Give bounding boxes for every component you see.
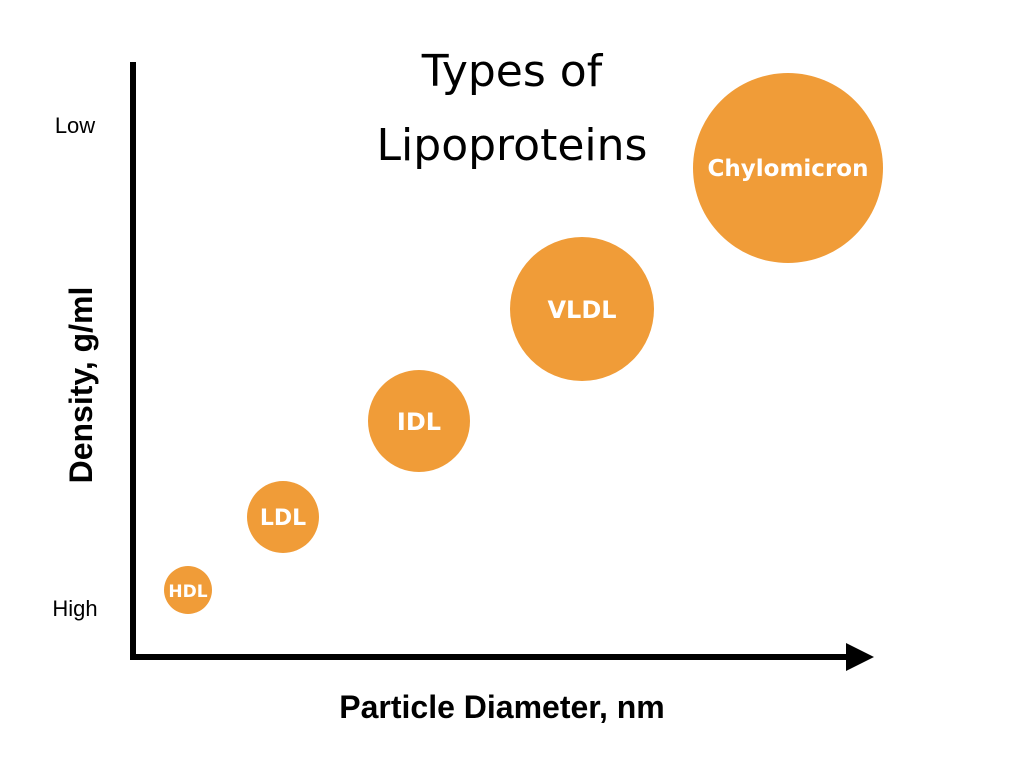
y-axis-high-label: High: [52, 596, 97, 621]
title-line-2: Lipoproteins: [377, 120, 648, 171]
bubble-ldl-circle: [247, 481, 319, 553]
y-axis-low-label: Low: [55, 113, 95, 138]
bubble-vldl-circle: [510, 237, 654, 381]
bubble-idl-circle: [368, 370, 470, 472]
bubble-ldl: LDL: [247, 481, 319, 553]
bubble-chylomicron-circle: [693, 73, 883, 263]
bubble-chylomicron-label: Chylomicron: [708, 156, 869, 182]
bubble-chylomicron: Chylomicron: [693, 73, 883, 263]
bubble-ldl-label: LDL: [260, 506, 306, 531]
bubble-vldl-label: VLDL: [547, 296, 616, 324]
bubble-hdl-label: HDL: [168, 582, 207, 602]
title-line-1: Types of: [421, 46, 604, 97]
bubble-vldl: VLDL: [510, 237, 654, 381]
bubble-hdl: HDL: [164, 566, 212, 614]
x-axis-arrowhead: [846, 643, 874, 671]
bubble-idl: IDL: [368, 370, 470, 472]
x-axis-title: Particle Diameter, nm: [339, 689, 664, 725]
bubble-hdl-circle: [164, 566, 212, 614]
bubble-idl-label: IDL: [397, 408, 441, 436]
y-axis-title: Density, g/ml: [63, 287, 99, 484]
